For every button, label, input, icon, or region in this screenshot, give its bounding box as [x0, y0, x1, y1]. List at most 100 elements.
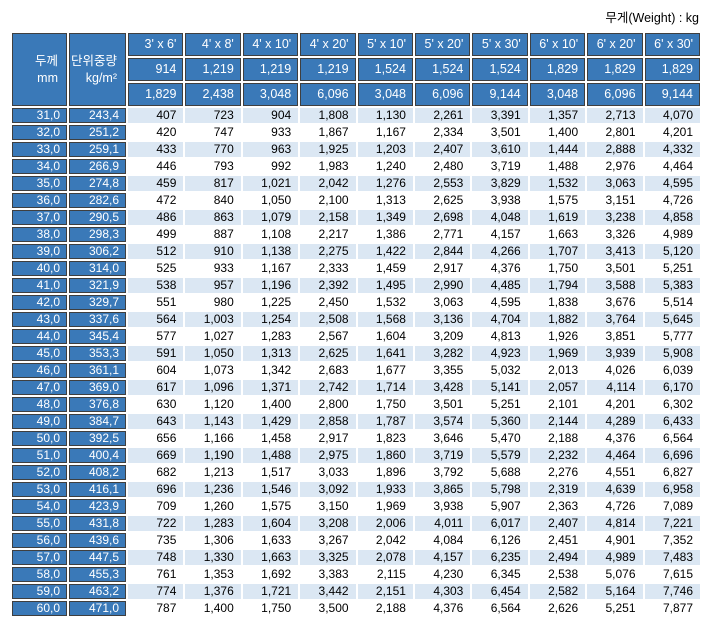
thickness-cell: 37,0 — [12, 210, 67, 225]
weight-cell: 5,120 — [644, 244, 700, 259]
length-dimension-cell: 9,144 — [644, 83, 700, 106]
table-row: 44,0 345,4 577 1,027 1,283 2,567 1,604 3,209 4,8… — [12, 329, 700, 344]
weight-cell: 1,330 — [185, 550, 241, 565]
weight-cell: 1,276 — [357, 176, 413, 191]
weight-cell: 5,514 — [644, 295, 700, 310]
weight-cell: 1,357 — [529, 108, 586, 123]
weight-cell: 1,933 — [357, 482, 413, 497]
weight-cell: 774 — [128, 584, 184, 599]
thickness-cell: 59,0 — [12, 584, 67, 599]
weight-cell: 2,917 — [300, 431, 356, 446]
weight-cell: 2,480 — [414, 159, 471, 174]
weight-cell: 2,100 — [300, 193, 356, 208]
weight-cell: 2,713 — [587, 108, 643, 123]
weight-cell: 3,646 — [414, 431, 471, 446]
weight-cell: 6,039 — [644, 363, 700, 378]
unit-weight-cell: 408,2 — [69, 465, 126, 480]
weight-cell: 407 — [128, 108, 184, 123]
table-row: 43,0 337,6 564 1,003 1,254 2,508 1,568 3,136 4,7… — [12, 312, 700, 327]
size-header-cell: 5' x 10' — [357, 33, 413, 56]
weight-cell: 4,048 — [472, 210, 528, 225]
unit-weight-cell: 314,0 — [69, 261, 126, 276]
weight-cell: 5,383 — [644, 278, 700, 293]
weight-unit-label: 무게(Weight) : kg — [605, 11, 699, 25]
weight-cell: 747 — [185, 125, 241, 140]
weight-cell: 1,838 — [529, 295, 586, 310]
width-dimension-cell: 1,524 — [414, 58, 471, 81]
weight-cell: 1,386 — [357, 227, 413, 242]
weight-cell: 1,663 — [242, 550, 299, 565]
weight-cell: 2,392 — [300, 278, 356, 293]
weight-cell: 1,138 — [242, 244, 299, 259]
table-row: 54,0 423,9 709 1,260 1,575 3,150 1,969 3,938 5,9… — [12, 499, 700, 514]
weight-cell: 4,595 — [472, 295, 528, 310]
weight-cell: 1,532 — [357, 295, 413, 310]
weight-cell: 1,283 — [242, 329, 299, 344]
weight-cell: 1,969 — [529, 346, 586, 361]
thickness-header: 두께 mm — [12, 33, 67, 106]
weight-cell: 2,275 — [300, 244, 356, 259]
weight-cell: 2,078 — [357, 550, 413, 565]
thickness-header-title: 두께 — [34, 53, 58, 68]
weight-cell: 4,011 — [414, 516, 471, 531]
size-header-cell: 6' x 10' — [529, 33, 586, 56]
weight-cell: 4,303 — [414, 584, 471, 599]
weight-cell: 5,251 — [472, 397, 528, 412]
unit-weight-header-title: 단위중량 — [70, 53, 117, 68]
thickness-cell: 60,0 — [12, 601, 67, 616]
weight-cell: 5,360 — [472, 414, 528, 429]
weight-cell: 3,588 — [587, 278, 643, 293]
unit-weight-cell: 384,7 — [69, 414, 126, 429]
weight-cell: 1,882 — [529, 312, 586, 327]
table-row: 41,0 321,9 538 957 1,196 2,392 1,495 2,990 4,485… — [12, 278, 700, 293]
weight-cell: 4,989 — [587, 550, 643, 565]
weight-cell: 1,750 — [242, 601, 299, 616]
weight-cell: 3,267 — [300, 533, 356, 548]
unit-weight-cell: 447,5 — [69, 550, 126, 565]
weight-cell: 1,003 — [185, 312, 241, 327]
weight-cell: 4,989 — [644, 227, 700, 242]
weight-cell: 2,538 — [529, 567, 586, 582]
table-row: 58,0 455,3 761 1,353 1,692 3,383 2,115 4,230 6,3… — [12, 567, 700, 582]
thickness-cell: 45,0 — [12, 346, 67, 361]
weight-cell: 5,688 — [472, 465, 528, 480]
weight-cell: 5,251 — [644, 261, 700, 276]
weight-cell: 4,266 — [472, 244, 528, 259]
width-dimension-cell: 1,829 — [644, 58, 700, 81]
weight-cell: 3,209 — [414, 329, 471, 344]
weight-cell: 3,574 — [414, 414, 471, 429]
thickness-cell: 47,0 — [12, 380, 67, 395]
weight-cell: 1,027 — [185, 329, 241, 344]
weight-cell: 2,844 — [414, 244, 471, 259]
thickness-header-unit: mm — [37, 70, 58, 85]
thickness-cell: 34,0 — [12, 159, 67, 174]
weight-cell: 4,084 — [414, 533, 471, 548]
table-row: 59,0 463,2 774 1,376 1,721 3,442 2,151 4,303 6,4… — [12, 584, 700, 599]
width-dimension-cell: 1,219 — [185, 58, 241, 81]
weight-cell: 1,120 — [185, 397, 241, 412]
thickness-cell: 52,0 — [12, 465, 67, 480]
weight-cell: 4,595 — [644, 176, 700, 191]
weight-cell: 2,188 — [357, 601, 413, 616]
width-dimension-cell: 1,219 — [242, 58, 299, 81]
length-dimension-cell: 6,096 — [587, 83, 643, 106]
weight-cell: 1,926 — [529, 329, 586, 344]
weight-cell: 3,829 — [472, 176, 528, 191]
thickness-cell: 50,0 — [12, 431, 67, 446]
length-dimension-cell: 3,048 — [242, 83, 299, 106]
weight-cell: 7,615 — [644, 567, 700, 582]
weight-cell: 3,383 — [300, 567, 356, 582]
weight-cell: 4,704 — [472, 312, 528, 327]
unit-weight-cell: 361,1 — [69, 363, 126, 378]
width-dimension-row: 914 1,219 1,219 1,219 1,524 1,524 1,524 1,829 1,… — [12, 58, 700, 81]
weight-cell: 2,333 — [300, 261, 356, 276]
weight-cell: 1,400 — [529, 125, 586, 140]
length-dimension-cell: 6,096 — [300, 83, 356, 106]
weight-cell: 4,376 — [414, 601, 471, 616]
weight-cell: 1,692 — [242, 567, 299, 582]
weight-cell: 2,917 — [414, 261, 471, 276]
weight-cell: 748 — [128, 550, 184, 565]
weight-cell: 1,143 — [185, 414, 241, 429]
weight-cell: 3,238 — [587, 210, 643, 225]
unit-weight-cell: 471,0 — [69, 601, 126, 616]
